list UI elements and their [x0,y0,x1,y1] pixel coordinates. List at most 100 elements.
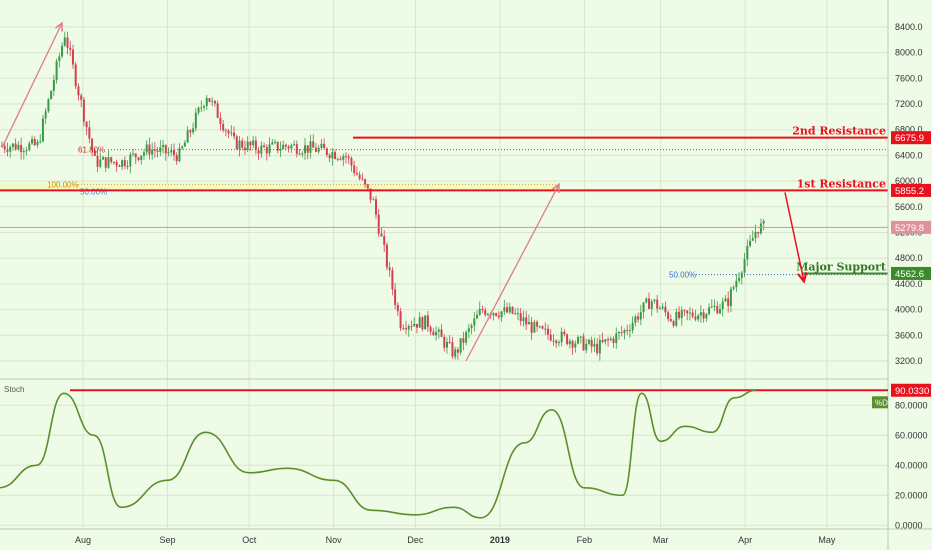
candle-body [432,331,435,336]
candle-body [246,141,249,150]
first-resistance-badge: 5855.2 [891,183,931,197]
candle-body [579,336,582,338]
candle-body [688,312,691,314]
candle-body [309,141,312,153]
stoch-tick-label: 20.0000 [895,490,928,500]
candle-body [102,157,105,160]
candle-body [377,214,380,234]
candle-body [473,318,476,326]
second-resistance-label: 2nd Resistance [792,125,886,138]
candle-body [41,118,44,142]
stoch-tick-label: 60.0000 [895,430,928,440]
candle-body [17,144,20,150]
candle-body [189,130,192,133]
time-tick-label: Dec [407,535,424,545]
candle-body [353,165,356,174]
candle-body [121,160,124,167]
candle-body [686,310,689,314]
candle-body [200,107,203,109]
candle-body [645,298,648,303]
candle-body [265,147,268,154]
candles [1,31,765,361]
candle-body [194,112,197,129]
candle-body [713,305,716,307]
candle-body [530,321,533,333]
candle-body [233,132,236,137]
candle-body [721,301,724,310]
candle-body [547,328,549,335]
candle-body [290,145,293,149]
projection-arrow-down[interactable] [784,192,804,281]
candle-body [347,156,350,159]
candle-body [118,165,121,167]
candle-body [213,100,216,104]
fib-band [0,184,560,191]
candle-body [601,339,604,342]
candle-body [503,307,506,312]
candle-body [85,121,88,128]
candle-body [238,140,241,150]
candle-body [325,148,328,155]
candle-body [443,336,446,348]
candle-body [71,49,74,65]
candle-body [626,330,629,332]
price-tick-label: 7200.0 [895,99,923,109]
candle-body [571,341,574,348]
fib-50-right-label: 50.00% [669,271,696,280]
candle-body [437,329,440,332]
candle-body [323,143,326,149]
candle-body [344,156,347,158]
candle-body [284,144,287,147]
candle-body [222,124,225,131]
candle-body [140,155,143,160]
candle-body [93,150,96,156]
candle-body [582,336,585,351]
candle-body [587,339,590,344]
candle-body [369,188,372,200]
candle-body [385,244,388,268]
time-tick-label: Aug [75,535,91,545]
candle-body [525,317,528,325]
candle-body [470,325,473,329]
candle-body [334,152,337,159]
candle-body [746,245,749,260]
candle-body [413,323,416,327]
candle-body [467,328,470,332]
candle-body [642,302,645,313]
candle-body [549,334,552,341]
fib-50-left-label: 50.00% [80,187,107,196]
candle-body [63,37,66,46]
candle-body [705,314,708,319]
candle-body [219,117,222,125]
candle-body [295,144,298,154]
time-tick-label: Feb [577,535,593,545]
candle-body [336,158,339,160]
svg-text:6675.9: 6675.9 [895,133,924,144]
candle-body [208,98,211,102]
candle-body [522,317,525,322]
price-tick-label: 6000.0 [895,176,923,186]
trend-arrow-up-2[interactable] [465,184,559,362]
stoch-tick-label: 0.0000 [895,520,923,530]
candle-body [61,45,64,57]
candle-body [759,223,762,234]
candle-body [596,343,599,354]
candle-body [69,47,72,50]
candle-body [178,148,181,162]
candle-body [364,179,367,185]
candle-body [429,326,432,332]
time-tick-label: 2019 [490,535,510,545]
candle-body [276,141,279,151]
candle-body [33,138,36,146]
candle-body [320,143,323,148]
candle-body [672,321,675,326]
trend-arrow-up-1[interactable] [1,23,62,148]
candle-body [394,289,397,305]
stoch-d-badge: %D [872,396,888,409]
candle-body [388,267,391,271]
candle-body [628,330,631,332]
stoch-title: Stoch [4,385,24,394]
candle-body [172,150,175,156]
candle-body [151,149,154,155]
